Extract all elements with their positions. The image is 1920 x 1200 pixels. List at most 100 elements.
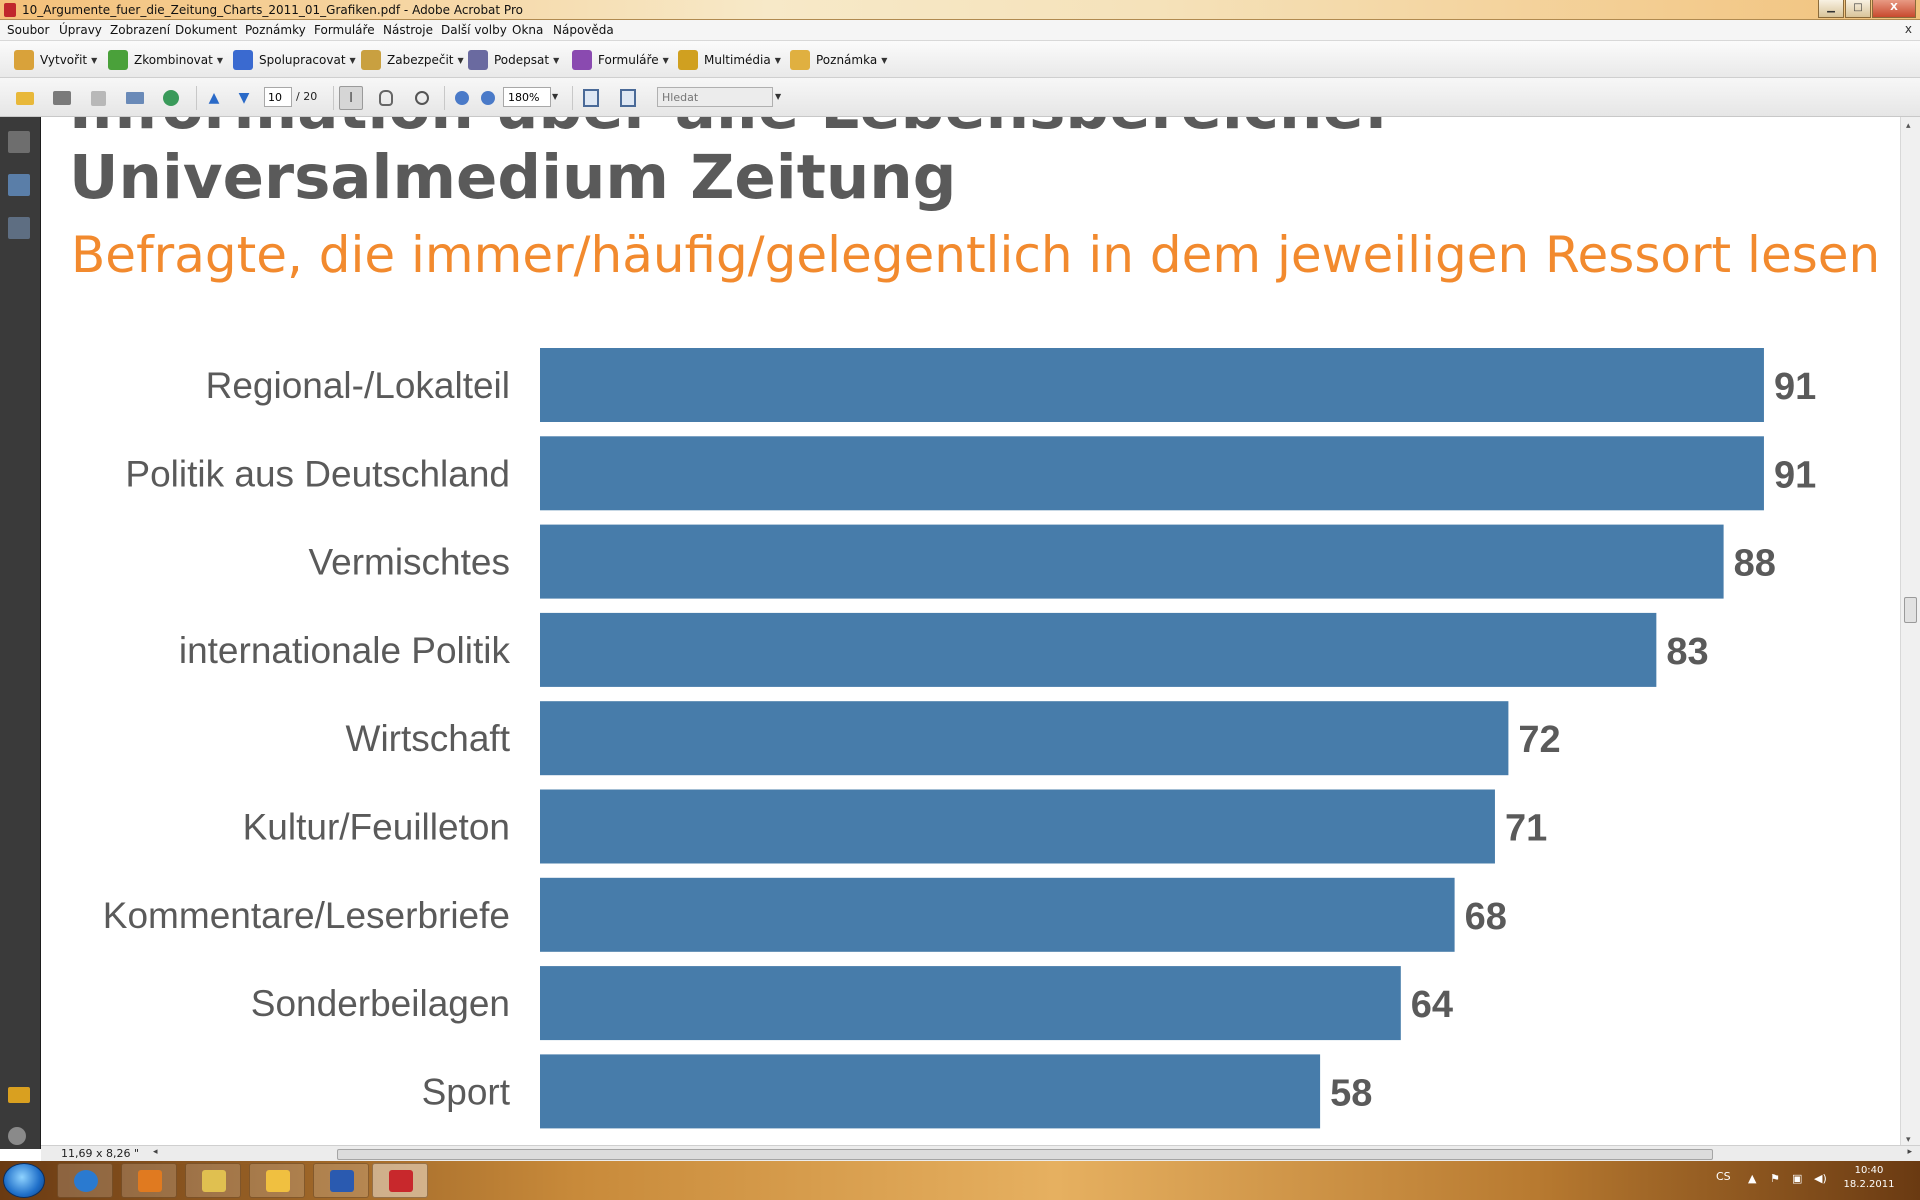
bar-7 (540, 877, 1455, 952)
arrow-up-icon: ▲ (208, 90, 220, 106)
bar-1 (540, 348, 1764, 422)
system-tray: CS ▲ ⚑ ▣ ◀) 10:40 18.2.2011 (1698, 1161, 1920, 1200)
window-controls: ▁ □ X (1817, 0, 1916, 18)
marquee-zoom-button[interactable] (412, 88, 432, 108)
attachments-paperclip-icon[interactable] (8, 1127, 26, 1145)
slide-subtitle: Befragte, die immer/häufig/gelegentlich … (71, 226, 1881, 284)
category-label: Kultur/Feuilleton (243, 807, 510, 848)
network-icon[interactable]: ▣ (1792, 1172, 1803, 1185)
sign-button[interactable]: Podepsat ▼ (468, 48, 559, 72)
page-number-input[interactable] (264, 87, 292, 107)
scroll-right-arrow[interactable]: ▸ (1907, 1147, 1912, 1157)
slide-title: Information über alle Lebensbereiche: Un… (69, 117, 1388, 213)
data-label: 64 (1411, 984, 1453, 1026)
zoom-level-input[interactable] (503, 87, 551, 107)
previous-page-button[interactable]: ▲ (204, 88, 224, 108)
menu-formulare[interactable]: Formuláře (314, 23, 375, 37)
select-tool-button[interactable]: I (339, 86, 363, 110)
bar-4 (540, 612, 1657, 687)
menu-upravy[interactable]: Úpravy (59, 23, 102, 37)
menu-zobrazeni[interactable]: Zobrazení (110, 23, 171, 37)
action-center-flag-icon[interactable]: ⚑ (1770, 1172, 1780, 1185)
fit-page-button[interactable] (618, 88, 638, 108)
bookmarks-panel-icon[interactable] (8, 174, 30, 196)
next-page-button[interactable]: ▼ (234, 88, 254, 108)
hand-tool-button[interactable] (376, 88, 396, 108)
open-button[interactable] (15, 88, 35, 108)
pages-panel-icon[interactable] (8, 131, 30, 153)
collaborate-button[interactable]: Spolupracovat ▼ (233, 48, 356, 72)
zoom-in-button[interactable] (478, 88, 498, 108)
scroll-up-arrow[interactable]: ▴ (1906, 121, 1911, 131)
language-indicator[interactable]: CS (1716, 1170, 1731, 1183)
taskbar-ie[interactable] (57, 1163, 113, 1198)
online-button[interactable] (161, 88, 181, 108)
menu-dokument[interactable]: Dokument (175, 23, 238, 37)
create-button[interactable]: Vytvořit ▼ (14, 48, 97, 72)
category-label: internationale Politik (179, 630, 511, 671)
scroll-left-arrow[interactable]: ◂ (153, 1147, 158, 1157)
quick-tools-toolbar: ▲ ▼ / 20 I ▼ ▼ (0, 78, 1920, 117)
create-icon (14, 50, 34, 70)
comment-button[interactable]: Poznámka ▼ (790, 48, 887, 72)
page-total: / 20 (296, 90, 318, 103)
print-button[interactable] (52, 88, 72, 108)
show-hidden-icons-icon[interactable]: ▲ (1748, 1172, 1757, 1185)
open-folder-icon (16, 91, 34, 105)
sign-label: Podepsat (494, 53, 550, 67)
volume-icon[interactable]: ◀) (1814, 1172, 1827, 1185)
menu-poznamky[interactable]: Poznámky (245, 23, 306, 37)
taskbar-outlook[interactable] (249, 1163, 305, 1198)
collaborate-label: Spolupracovat (259, 53, 346, 67)
horizontal-scroll-thumb[interactable] (337, 1149, 1713, 1160)
email-button[interactable] (125, 88, 145, 108)
secure-button[interactable]: Zabezpečit ▼ (361, 48, 464, 72)
magnifier-icon (415, 91, 429, 105)
vertical-scrollbar[interactable]: ▴ ▾ (1900, 117, 1920, 1149)
search-dropdown-arrow[interactable]: ▼ (775, 92, 782, 101)
menu-nastroje[interactable]: Nástroje (383, 23, 434, 37)
secure-label: Zabezpečit (387, 53, 454, 67)
taskbar-word[interactable] (313, 1163, 369, 1198)
taskbar: CS ▲ ⚑ ▣ ◀) 10:40 18.2.2011 (0, 1161, 1920, 1200)
menu-soubor[interactable]: Soubor (7, 23, 50, 37)
combine-button[interactable]: Zkombinovat ▼ (108, 48, 223, 72)
zoom-dropdown-arrow[interactable]: ▼ (552, 92, 559, 101)
category-label: Kommentare/Leserbriefe (103, 895, 510, 936)
scroll-down-arrow[interactable]: ▾ (1906, 1135, 1911, 1145)
forms-button[interactable]: Formuláře ▼ (572, 48, 669, 72)
search-input[interactable] (657, 87, 773, 107)
outlook-icon (266, 1170, 290, 1192)
save-button[interactable] (88, 88, 108, 108)
signatures-panel-icon[interactable] (8, 217, 30, 239)
forms-label: Formuláře (598, 53, 659, 67)
category-label: Sport (422, 1071, 511, 1112)
menu-napoveda[interactable]: Nápověda (553, 23, 614, 37)
taskbar-media-player[interactable] (121, 1163, 177, 1198)
data-label: 68 (1465, 896, 1507, 938)
media-player-icon (138, 1170, 162, 1192)
acrobat-icon (389, 1170, 413, 1192)
arrow-down-icon: ▼ (238, 90, 250, 106)
maximize-button[interactable]: □ (1845, 0, 1871, 18)
comments-panel-icon[interactable] (8, 1087, 30, 1103)
menu-dalsi-volby[interactable]: Další volby (441, 23, 507, 37)
menu-okna[interactable]: Okna (512, 23, 544, 37)
clock-date: 18.2.2011 (1843, 1179, 1895, 1190)
minimize-button[interactable]: ▁ (1818, 0, 1844, 18)
taskbar-acrobat[interactable] (372, 1163, 428, 1198)
vertical-scroll-thumb[interactable] (1904, 597, 1917, 623)
fit-page-icon (620, 89, 636, 107)
close-window-button[interactable]: X (1872, 0, 1916, 18)
taskbar-explorer[interactable] (185, 1163, 241, 1198)
start-button[interactable] (3, 1163, 45, 1198)
category-label: Regional-/Lokalteil (206, 365, 510, 406)
close-document-icon[interactable]: x (1904, 22, 1912, 36)
comment-icon (790, 50, 810, 70)
multimedia-button[interactable]: Multimédia ▼ (678, 48, 781, 72)
hand-icon (379, 90, 393, 106)
zoom-out-button[interactable] (452, 88, 472, 108)
zoom-out-icon (455, 91, 469, 105)
clock[interactable]: 10:40 18.2.2011 (1838, 1164, 1900, 1192)
fit-width-button[interactable] (581, 88, 601, 108)
